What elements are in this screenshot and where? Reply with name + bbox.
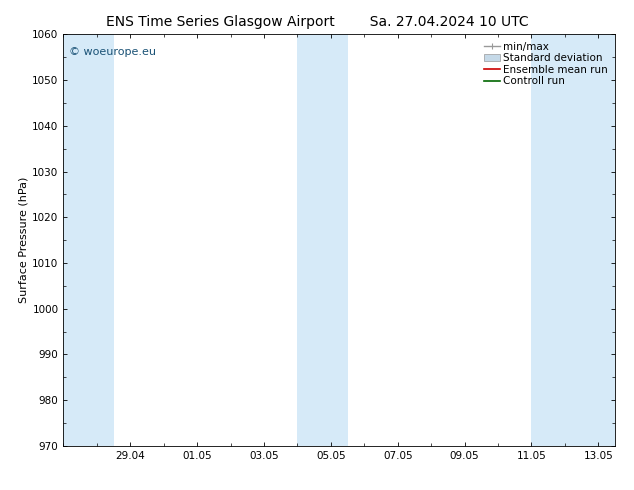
Y-axis label: Surface Pressure (hPa): Surface Pressure (hPa) — [18, 177, 28, 303]
Text: ENS Time Series Glasgow Airport        Sa. 27.04.2024 10 UTC: ENS Time Series Glasgow Airport Sa. 27.0… — [106, 15, 528, 29]
Bar — [63, 34, 113, 446]
Text: © woeurope.eu: © woeurope.eu — [69, 47, 156, 57]
Bar — [531, 34, 615, 446]
Legend: min/max, Standard deviation, Ensemble mean run, Controll run: min/max, Standard deviation, Ensemble me… — [482, 40, 610, 88]
Bar — [297, 34, 347, 446]
